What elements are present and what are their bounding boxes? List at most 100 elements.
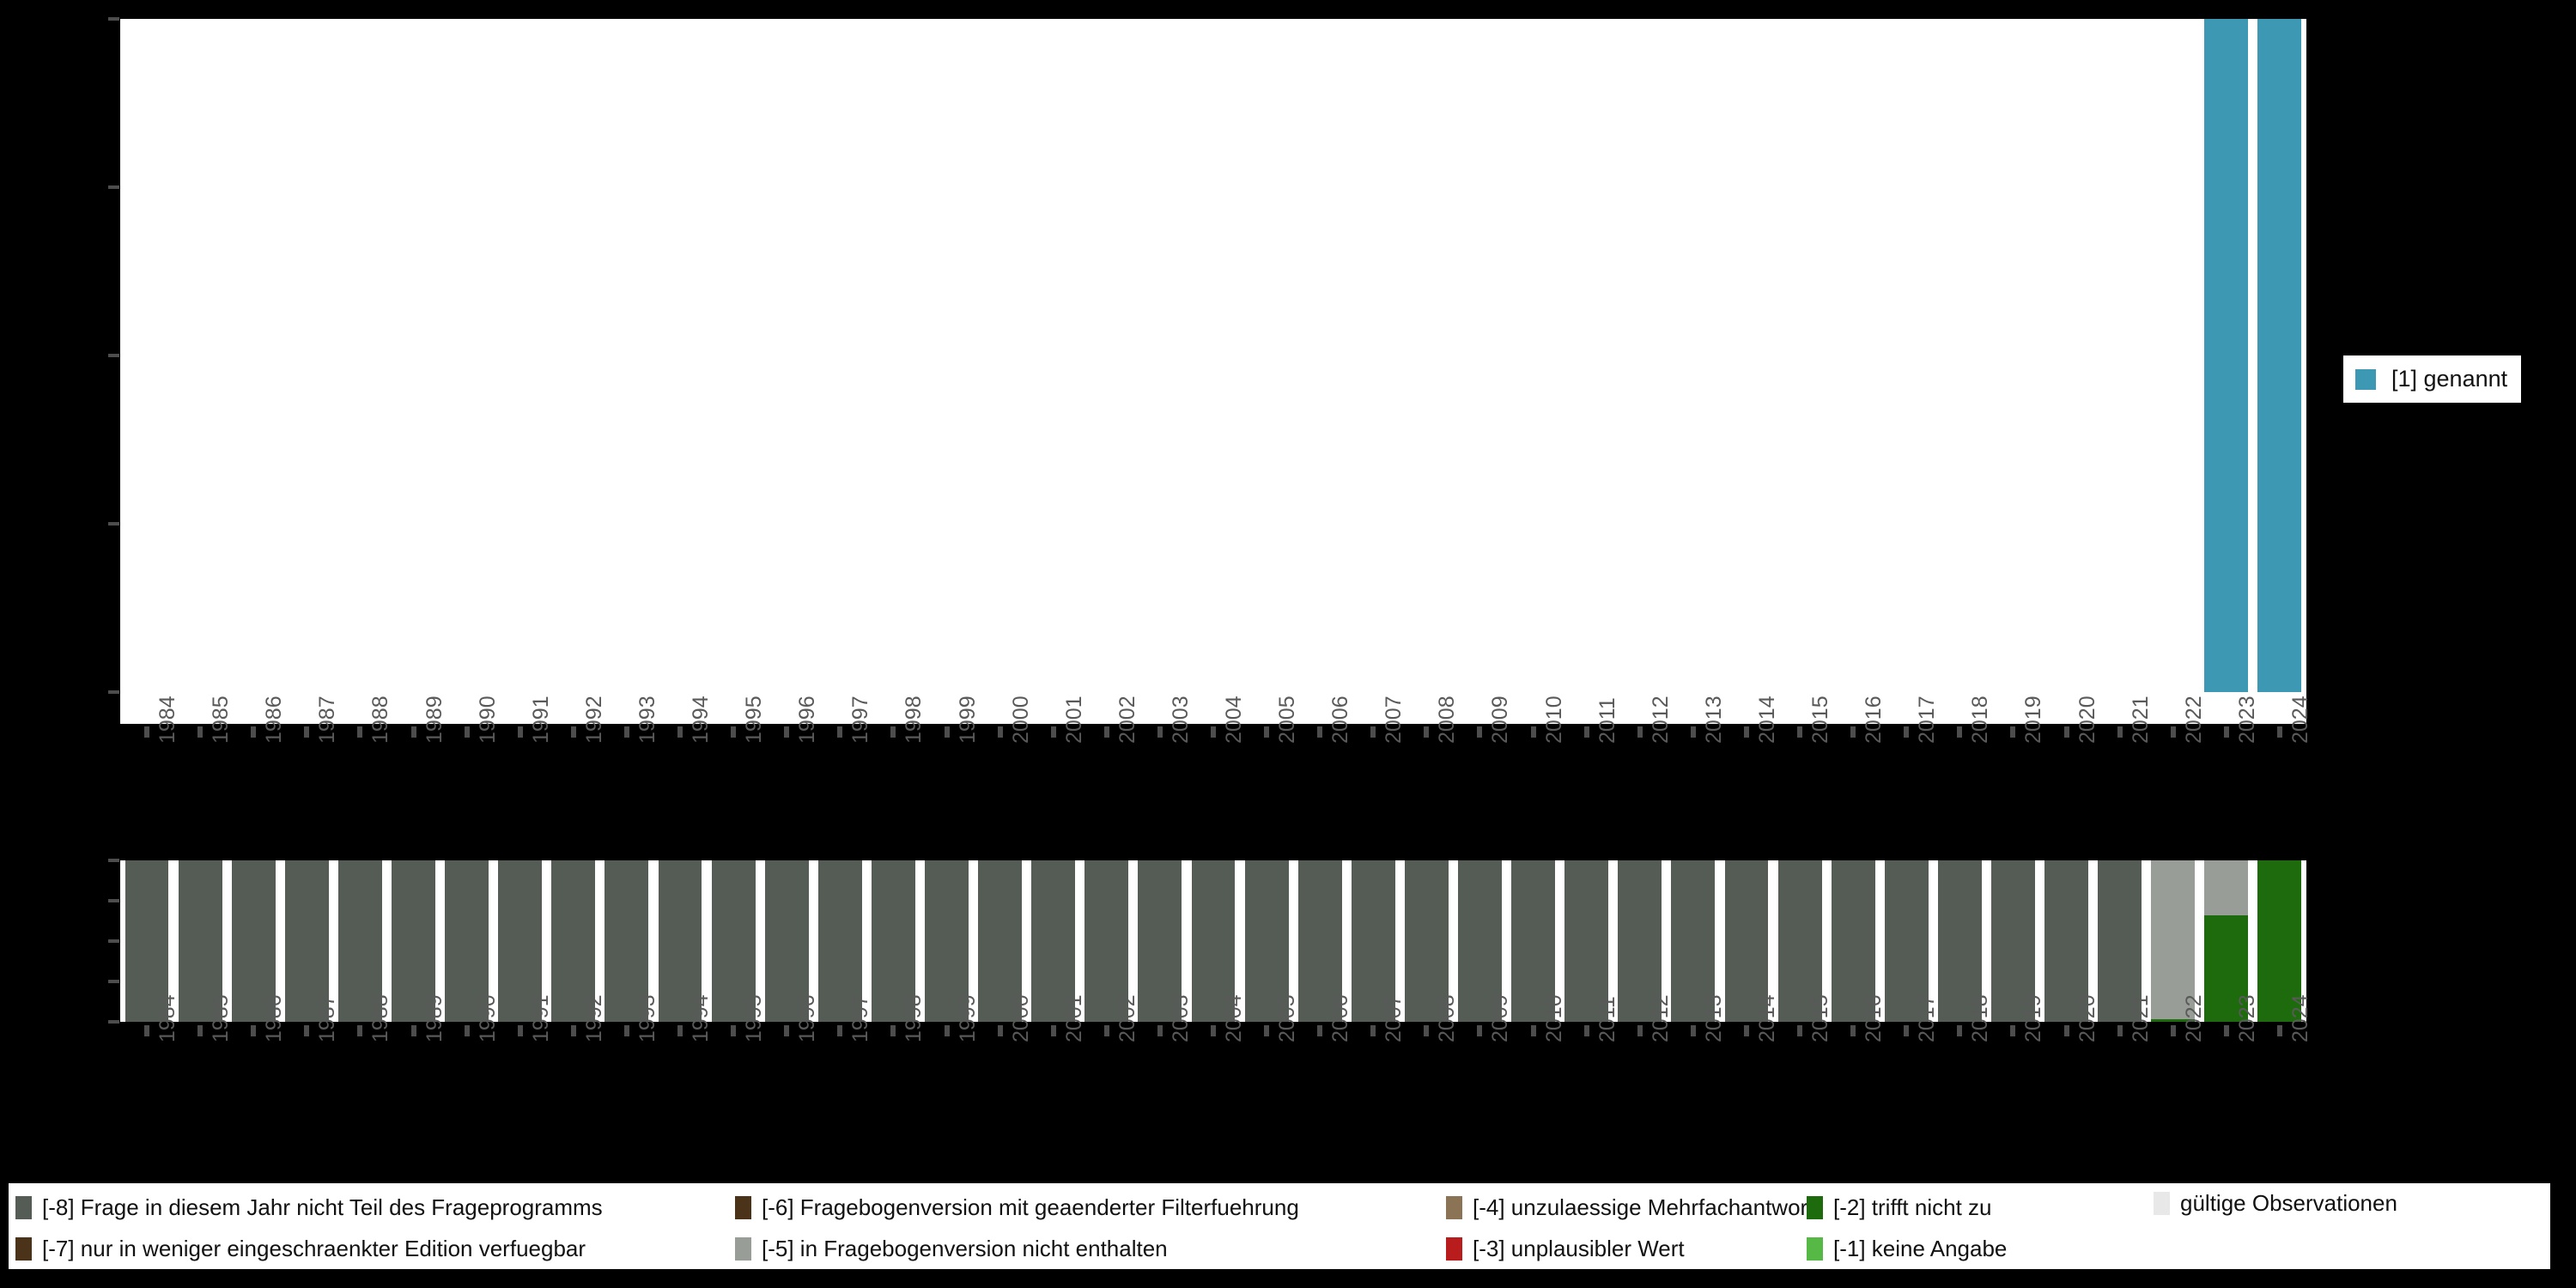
x-tick-label: 2023 [2234, 696, 2259, 744]
x-tick-label: 2014 [1754, 994, 1779, 1042]
status-bar [1297, 860, 1342, 1022]
x-tick-mark [1850, 1025, 1856, 1036]
status-bar-segment [498, 860, 543, 1022]
status-bar [2098, 860, 2142, 1022]
status-bar [284, 860, 329, 1022]
x-tick-mark [837, 726, 843, 738]
status-bar [1511, 860, 1556, 1022]
x-tick-label: 1994 [689, 696, 714, 744]
status-legend-swatch [2154, 1192, 2170, 1215]
x-tick-label: 1997 [848, 994, 873, 1042]
x-tick-mark [1743, 726, 1749, 738]
x-tick-label: 2013 [1701, 994, 1726, 1042]
status-bar [1191, 860, 1236, 1022]
status-legend-swatch [15, 1236, 32, 1261]
status-bar-segment [1831, 860, 1875, 1022]
status-bar [125, 860, 169, 1022]
x-tick-mark [1690, 1025, 1696, 1036]
status-bar [871, 860, 915, 1022]
status-bar [2204, 860, 2249, 1022]
status-bar [1084, 860, 1129, 1022]
x-tick-label: 1989 [422, 696, 447, 744]
x-tick-label: 2024 [2287, 994, 2312, 1042]
x-tick-mark [1103, 1025, 1109, 1036]
status-legend-swatch [15, 1195, 32, 1219]
status-legend-item[interactable]: [-7] nur in weniger eingeschraenkter Edi… [9, 1228, 728, 1269]
x-tick-mark [464, 1025, 470, 1036]
x-tick-label: 1987 [315, 994, 340, 1042]
x-tick-label: 2003 [1168, 994, 1193, 1042]
status-bar [1777, 860, 1822, 1022]
status-bar [2151, 860, 2196, 1022]
x-tick-label: 2021 [2128, 994, 2153, 1042]
x-tick-mark [144, 1025, 150, 1036]
x-tick-label: 1992 [581, 696, 606, 744]
x-tick-label: 1985 [209, 696, 234, 744]
status-legend-item[interactable]: [-2] trifft nicht zu [1800, 1187, 2195, 1228]
x-tick-mark [1370, 1025, 1376, 1036]
status-legend-item[interactable]: [-1] keine Angabe [1800, 1228, 2195, 1269]
x-tick-mark [197, 1025, 204, 1036]
status-legend-item[interactable]: gültige Observationen [2147, 1190, 2397, 1217]
x-tick-label: 2015 [1808, 994, 1833, 1042]
status-bar [978, 860, 1023, 1022]
x-tick-mark [2223, 1025, 2229, 1036]
status-legend-swatch [1807, 1236, 1823, 1261]
x-tick-label: 2024 [2287, 696, 2312, 744]
status-legend[interactable]: [-8] Frage in diesem Jahr nicht Teil des… [9, 1183, 2550, 1269]
series-legend-swatch-genannt [2355, 368, 2376, 390]
x-tick-label: 1996 [795, 696, 820, 744]
x-tick-mark [1424, 726, 1430, 738]
series-legend[interactable]: [1] genannt [2343, 355, 2522, 403]
status-bar-segment [2257, 860, 2302, 1022]
status-bar [1618, 860, 1662, 1022]
status-legend-item[interactable]: [-8] Frage in diesem Jahr nicht Teil des… [9, 1187, 728, 1228]
status-bar [764, 860, 809, 1022]
x-tick-label: 2010 [1541, 696, 1566, 744]
status-bar-segment [392, 860, 435, 1022]
status-bar [2044, 860, 2088, 1022]
x-tick-label: 2019 [2021, 696, 2046, 744]
status-legend-item[interactable]: [-5] in Fragebogenversion nicht enthalte… [728, 1228, 1439, 1269]
status-bar [1937, 860, 1982, 1022]
x-tick-label: 2017 [1915, 696, 1940, 744]
x-tick-label: 1991 [528, 994, 553, 1042]
x-tick-label: 2016 [1862, 994, 1886, 1042]
x-tick-mark [784, 726, 790, 738]
status-bar-segment [1404, 860, 1449, 1022]
x-tick-label: 1986 [262, 696, 287, 744]
x-tick-mark [2276, 726, 2282, 738]
x-tick-label: 2005 [1275, 994, 1300, 1042]
status-bar-segment [978, 860, 1023, 1022]
status-bar [1564, 860, 1609, 1022]
x-tick-label: 2021 [2128, 696, 2153, 744]
x-tick-mark [1957, 1025, 1963, 1036]
status-legend-item[interactable]: [-4] unzulaessige Mehrfachantwort [1439, 1187, 1814, 1228]
x-tick-label: 2000 [1008, 696, 1033, 744]
x-tick-label: 1990 [475, 696, 500, 744]
x-tick-mark [784, 1025, 790, 1036]
x-tick-label: 2018 [1968, 994, 1993, 1042]
x-tick-mark [944, 726, 950, 738]
status-bar-segment [1937, 860, 1982, 1022]
status-bar [1724, 860, 1769, 1022]
status-bar [2257, 860, 2302, 1022]
x-tick-mark [837, 1025, 843, 1036]
x-tick-label: 2012 [1648, 696, 1673, 744]
status-bar [1991, 860, 2035, 1022]
status-legend-item[interactable]: [-3] unplausibler Wert [1439, 1228, 1800, 1269]
x-tick-mark [1690, 726, 1696, 738]
status-bar [445, 860, 489, 1022]
status-legend-swatch [1446, 1236, 1462, 1261]
x-tick-label: 2002 [1115, 994, 1139, 1042]
x-tick-mark [1317, 726, 1323, 738]
status-bar-segment [1351, 860, 1395, 1022]
status-bar-segment [551, 860, 596, 1022]
x-tick-mark [1477, 726, 1483, 738]
x-tick-label: 2005 [1275, 696, 1300, 744]
x-tick-label: 2010 [1541, 994, 1566, 1042]
x-tick-label: 2022 [2181, 994, 2206, 1042]
status-legend-item[interactable]: [-6] Fragebogenversion mit geaenderter F… [728, 1187, 1439, 1228]
status-legend-label: [-2] trifft nicht zu [1833, 1194, 1992, 1220]
main-y-tick-mark [108, 17, 119, 21]
